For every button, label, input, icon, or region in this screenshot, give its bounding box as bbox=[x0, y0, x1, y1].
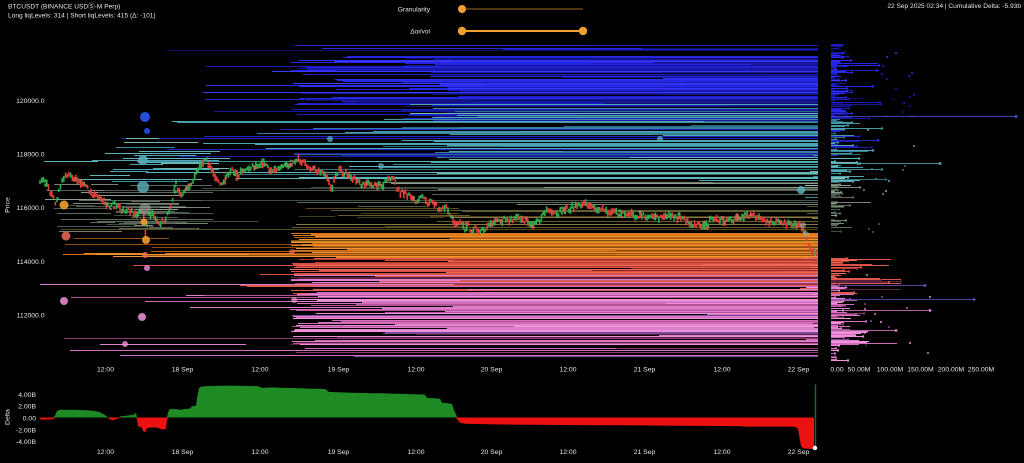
svg-text:22 Sep: 22 Sep bbox=[788, 367, 810, 374]
svg-text:Long liqLevels: 314 | Short li: Long liqLevels: 314 | Short liqLevels: 4… bbox=[8, 13, 156, 20]
svg-text:0.00: 0.00 bbox=[23, 416, 36, 423]
svg-text:120000.0: 120000.0 bbox=[16, 98, 45, 105]
svg-text:2.00B: 2.00B bbox=[18, 404, 36, 411]
svg-text:Δoi/vol: Δoi/vol bbox=[410, 29, 430, 36]
svg-text:20 Sep: 20 Sep bbox=[481, 367, 503, 374]
svg-text:19 Sep: 19 Sep bbox=[328, 367, 350, 374]
svg-text:19 Sep: 19 Sep bbox=[328, 449, 350, 456]
svg-text:12:00: 12:00 bbox=[251, 449, 268, 456]
svg-text:200.00M: 200.00M bbox=[938, 367, 965, 374]
svg-text:4.00B: 4.00B bbox=[18, 392, 36, 399]
svg-text:18 Sep: 18 Sep bbox=[172, 367, 194, 374]
svg-text:-4.00B: -4.00B bbox=[16, 439, 36, 446]
svg-text:BTCUSDT (BINANCE USDⓈ-M Perp): BTCUSDT (BINANCE USDⓈ-M Perp) bbox=[8, 3, 120, 11]
svg-text:18 Sep: 18 Sep bbox=[172, 449, 194, 456]
svg-text:100.00M: 100.00M bbox=[877, 367, 904, 374]
svg-text:118000.0: 118000.0 bbox=[17, 152, 45, 159]
svg-text:12:00: 12:00 bbox=[713, 449, 730, 456]
svg-text:50.00M: 50.00M bbox=[848, 367, 871, 374]
svg-text:Price: Price bbox=[5, 197, 12, 213]
svg-text:-2.00B: -2.00B bbox=[16, 427, 36, 434]
svg-text:0.00: 0.00 bbox=[830, 367, 843, 374]
svg-text:22 Sep 2025 02:34 | Cumulative: 22 Sep 2025 02:34 | Cumulative Delta: -5… bbox=[887, 3, 1021, 10]
svg-text:12:00: 12:00 bbox=[559, 449, 576, 456]
svg-text:12:00: 12:00 bbox=[407, 449, 424, 456]
svg-text:114000.0: 114000.0 bbox=[17, 259, 45, 266]
svg-text:12:00: 12:00 bbox=[559, 367, 576, 374]
svg-text:112000.0: 112000.0 bbox=[17, 312, 45, 319]
svg-text:21 Sep: 21 Sep bbox=[634, 449, 656, 456]
svg-text:12:00: 12:00 bbox=[97, 367, 114, 374]
svg-text:116000.0: 116000.0 bbox=[17, 205, 45, 212]
svg-text:12:00: 12:00 bbox=[97, 449, 114, 456]
svg-text:12:00: 12:00 bbox=[251, 367, 268, 374]
svg-text:Granularity: Granularity bbox=[398, 7, 431, 14]
svg-text:250.00M: 250.00M bbox=[968, 367, 995, 374]
svg-text:12:00: 12:00 bbox=[407, 367, 424, 374]
svg-text:22 Sep: 22 Sep bbox=[788, 449, 810, 456]
svg-text:12:00: 12:00 bbox=[713, 367, 730, 374]
svg-text:20 Sep: 20 Sep bbox=[481, 449, 503, 456]
svg-text:Delta: Delta bbox=[5, 409, 12, 425]
svg-text:21 Sep: 21 Sep bbox=[634, 367, 656, 374]
svg-text:150.00M: 150.00M bbox=[907, 367, 934, 374]
